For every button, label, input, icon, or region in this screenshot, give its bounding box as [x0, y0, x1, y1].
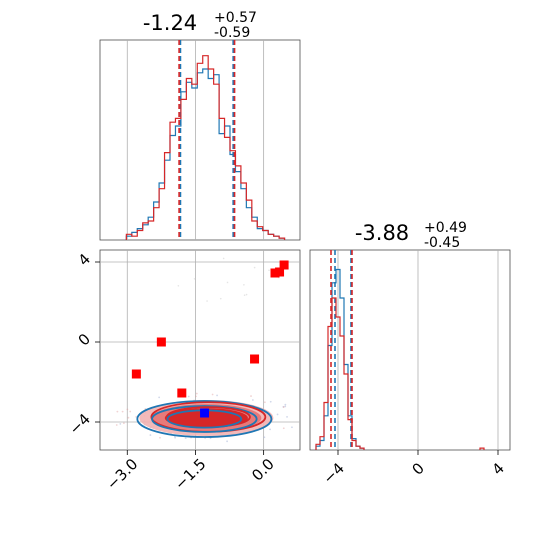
marginal-panel-2-xticks: −4 0 4: [320, 450, 508, 488]
marginal-panel-1-title-median: -1.24: [143, 11, 197, 35]
joint-panel-contour-line: [151, 405, 258, 433]
joint-panel-sample-dot: [135, 415, 138, 418]
joint-panel-ytick-label: 0: [75, 330, 94, 349]
joint-panel-sample-dot: [243, 294, 246, 297]
joint-panel-sample-dot: [269, 428, 271, 431]
joint-panel-sample-dot: [216, 394, 218, 397]
joint-panel-xticks: −3.0 −1.5 0.0: [103, 450, 278, 493]
joint-panel-sample-dot: [193, 277, 196, 280]
joint-panel-sample-dot: [158, 396, 161, 399]
joint-panel-marker-red: [131, 369, 141, 379]
marginal-panel-2-histogram-outlier: [479, 447, 485, 450]
joint-panel-contour-line: [136, 400, 273, 438]
marginal-panel-2-title-minus: -0.45: [424, 235, 460, 251]
joint-panel-sample-dot: [187, 395, 190, 398]
joint-panel-sample-dot: [211, 393, 214, 396]
joint-panel-sample-dot: [159, 436, 161, 439]
joint-panel-marker-red: [156, 337, 166, 347]
marginal-panel-1-grid: [126, 40, 265, 240]
joint-panel-sample-dot: [149, 434, 152, 436]
joint-panel-sample-dot: [291, 426, 293, 429]
joint-panel-xtick-label: −1.5: [171, 455, 209, 493]
joint-panel-sample-dot: [276, 413, 279, 416]
joint-panel-marker-red: [279, 260, 289, 270]
joint-panel-sample-dot: [251, 399, 254, 401]
marginal-panel-1-histogram-step: [125, 68, 286, 240]
joint-panel-sample-dot: [282, 427, 285, 430]
joint-panel-sample-dot: [253, 266, 256, 269]
marginal-panel-2-xtick-label: 4: [488, 459, 507, 478]
joint-panel-sample-dot: [115, 424, 118, 426]
joint-panel-xtick-label: 0.0: [248, 455, 278, 485]
marginal-panel-2-xtick-label: 0: [408, 459, 427, 478]
joint-panel-sample-dot: [268, 269, 270, 272]
marginal-panel-2-histogram-step: [315, 297, 365, 450]
joint-panel-sample-dot: [282, 406, 285, 408]
joint-panel-sample-dot: [195, 392, 198, 395]
joint-panel-yticks: −4 0 4: [66, 250, 100, 438]
joint-panel-marker-red: [270, 268, 280, 278]
joint-panel-sample-dot: [206, 300, 208, 302]
joint-panel-sample-dot: [286, 415, 288, 418]
joint-panel-marker-red: [177, 388, 187, 398]
marginal-panel-1-histogram-step: [125, 55, 286, 240]
joint-panel-sample-dot: [126, 408, 129, 411]
joint-panel-sample-dot: [284, 405, 287, 408]
joint-panel-xtick-label: −3.0: [103, 455, 141, 493]
marginal-panel-1: -1.24 +0.57 -0.59: [99, 10, 301, 241]
joint-panel-marker-red: [275, 267, 285, 277]
joint-panel-contours: [136, 400, 274, 438]
joint-panel-sample-dot: [226, 281, 229, 284]
joint-panel-sample-dot: [263, 436, 266, 439]
marginal-panel-2-grid: [337, 250, 499, 450]
joint-panel-sample-dot: [119, 423, 122, 425]
joint-panel-sample-dot: [116, 410, 119, 413]
marginal-panel-1-title-minus: -0.59: [214, 25, 250, 41]
joint-panel-sample-dot: [127, 416, 130, 419]
marginal-panel-1-series: [125, 40, 286, 240]
joint-panel-sample-dot: [250, 395, 252, 397]
joint-panel-sample-dot: [222, 257, 225, 260]
marginal-panel-2-histogram-step: [315, 268, 365, 450]
joint-panel-markers: [131, 260, 289, 418]
joint-panel-sample-dot: [269, 400, 272, 403]
marginal-panel-1-frame: [99, 39, 301, 241]
joint-panel-sample-dot: [184, 437, 187, 439]
joint-panel-sample-dot: [195, 395, 197, 398]
joint-panel-sample-dot: [263, 401, 266, 404]
marginal-panel-2: -3.88 +0.49 -0.45 −4 0 4: [309, 220, 511, 488]
joint-panel-ytick-label: −4: [66, 410, 94, 438]
joint-panel-sample-dot: [122, 422, 125, 425]
marginal-panel-1-title-plus: +0.57: [214, 10, 257, 26]
joint-panel-sample-dot: [177, 284, 180, 287]
marginal-panel-2-frame: [309, 249, 511, 451]
joint-panel-sample-dot: [243, 283, 245, 286]
joint-panel-sample-dot: [174, 436, 176, 439]
marginal-panel-2-xtick-label: −4: [320, 459, 348, 487]
marginal-panel-2-title-median: -3.88: [355, 221, 409, 245]
marginal-panel-2-series: [315, 250, 485, 450]
joint-panel-ytick-label: 4: [75, 250, 94, 269]
joint-panel-sample-dot: [284, 403, 287, 406]
joint-panel: −3.0 −1.5 0.0 −4 0 4: [66, 249, 301, 493]
joint-panel-sample-dot: [129, 410, 132, 413]
joint-panel-sample-dot: [226, 440, 229, 443]
joint-panel-marker-red: [250, 354, 260, 364]
marginal-panel-2-title-plus: +0.49: [424, 220, 467, 236]
joint-panel-sample-dot: [282, 405, 285, 408]
joint-panel-sample-dot: [121, 410, 124, 413]
joint-panel-sample-dot: [219, 297, 222, 300]
marginal-panel-1-title: -1.24: [143, 11, 197, 35]
joint-panel-sample-dot: [245, 293, 248, 296]
joint-panel-marker-blue: [200, 408, 210, 418]
